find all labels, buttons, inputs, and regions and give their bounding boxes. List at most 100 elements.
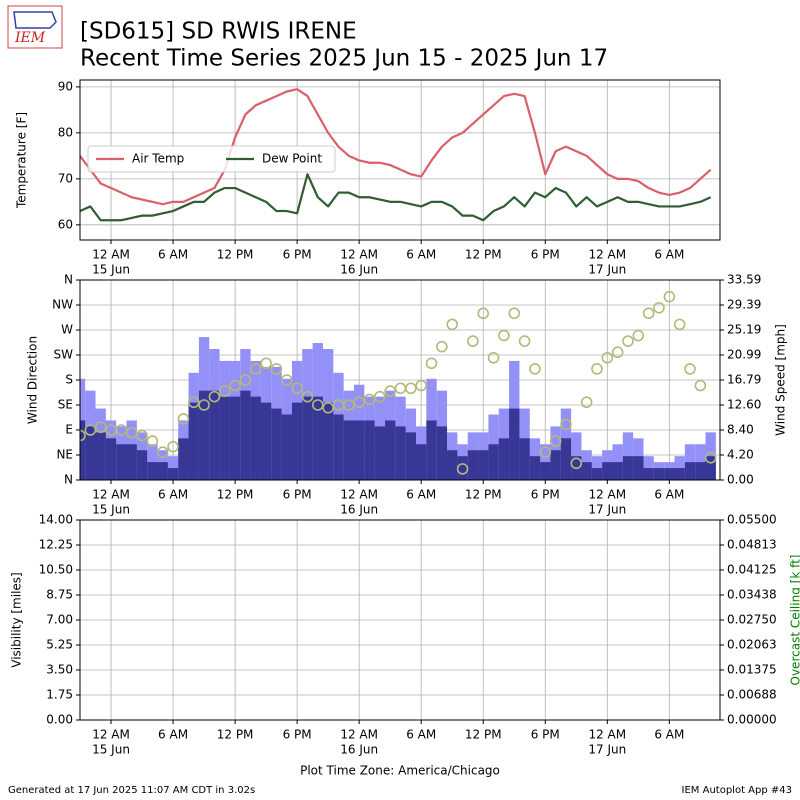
x-tick-label: 12 PM bbox=[217, 248, 254, 262]
x-tick-label: 6 AM bbox=[406, 728, 436, 742]
x-tick-label: 6 AM bbox=[158, 248, 188, 262]
x-tick-date: 15 Jun bbox=[92, 743, 130, 757]
bar bbox=[385, 420, 396, 480]
x-tick-label: 12 AM bbox=[588, 488, 626, 502]
direction-point bbox=[343, 399, 355, 411]
bar bbox=[447, 450, 458, 480]
y-tick-label: 70 bbox=[58, 171, 73, 185]
x-tick-label: 12 PM bbox=[465, 488, 502, 502]
bar bbox=[116, 444, 127, 480]
bar bbox=[229, 396, 241, 480]
x-tick-label: 6 PM bbox=[283, 488, 312, 502]
y2-tick-label: 0.03438 bbox=[727, 588, 777, 602]
y-tick-label: 8.75 bbox=[46, 588, 73, 602]
y2-tick-label: 12.60 bbox=[727, 398, 761, 412]
direction-point bbox=[456, 463, 469, 475]
x-tick-label: 12 AM bbox=[340, 728, 378, 742]
bar bbox=[416, 444, 427, 480]
y-tick-label: E bbox=[65, 423, 73, 437]
direction-point bbox=[529, 363, 541, 375]
x-tick-label: 6 AM bbox=[654, 728, 684, 742]
x-tick-label: 12 PM bbox=[217, 488, 254, 502]
y2-tick-label: 0.04813 bbox=[727, 538, 777, 552]
bar bbox=[705, 456, 716, 480]
footer-right: IEM Autoplot App #43 bbox=[682, 785, 792, 796]
y-tick-label: 14.00 bbox=[39, 513, 73, 527]
bar bbox=[291, 402, 303, 480]
direction-point bbox=[508, 307, 521, 320]
bar bbox=[509, 408, 520, 480]
bar bbox=[540, 462, 551, 480]
direction-point bbox=[136, 429, 148, 442]
x-tick-label: 6 PM bbox=[531, 728, 560, 742]
y2-tick-label: 0.05500 bbox=[727, 513, 777, 527]
direction-point bbox=[663, 290, 676, 303]
x-tick-label: 6 PM bbox=[531, 248, 560, 262]
x-tick-label: 6 PM bbox=[531, 488, 560, 502]
x-tick-date: 16 Jun bbox=[340, 743, 378, 757]
y-tick-label: 80 bbox=[58, 125, 73, 139]
bar bbox=[364, 420, 375, 480]
y-tick-label: 0.00 bbox=[46, 713, 73, 727]
x-tick-label: 6 AM bbox=[654, 248, 684, 262]
x-tick-label: 6 AM bbox=[654, 488, 684, 502]
x-tick-label: 12 AM bbox=[92, 248, 130, 262]
bar bbox=[653, 468, 665, 480]
y-tick-label: 90 bbox=[58, 79, 73, 93]
x-tick-label: 6 PM bbox=[283, 728, 312, 742]
y2-axis-label: Wind Speed [mph] bbox=[774, 324, 788, 436]
direction-point bbox=[487, 351, 500, 364]
direction-point bbox=[394, 382, 407, 395]
x-tick-label: 6 AM bbox=[158, 488, 188, 502]
direction-point bbox=[260, 357, 272, 370]
x-tick-label: 6 PM bbox=[283, 248, 312, 262]
y-tick-label: 10.50 bbox=[39, 563, 73, 577]
direction-point bbox=[549, 435, 562, 447]
bar bbox=[602, 462, 613, 480]
y-tick-label: SE bbox=[58, 398, 73, 412]
plot-area bbox=[80, 88, 712, 222]
direction-point bbox=[570, 457, 583, 470]
y-tick-label: N bbox=[64, 273, 73, 287]
x-tick-label: 12 AM bbox=[588, 248, 626, 262]
bar bbox=[643, 456, 654, 480]
y2-tick-label: 0.01375 bbox=[727, 663, 777, 677]
x-tick-date: 16 Jun bbox=[340, 503, 378, 517]
chart-subtitle: Recent Time Series 2025 Jun 15 - 2025 Ju… bbox=[80, 46, 608, 72]
direction-point bbox=[156, 446, 169, 459]
direction-point bbox=[425, 357, 438, 370]
direction-point bbox=[301, 390, 314, 403]
y-tick-label: SW bbox=[54, 348, 74, 362]
x-tick-label: 6 AM bbox=[406, 248, 436, 262]
direction-point bbox=[353, 396, 365, 409]
bar bbox=[219, 396, 230, 480]
logo-map bbox=[13, 11, 57, 29]
bar bbox=[674, 468, 685, 480]
y-axis-label: Temperature [F] bbox=[15, 112, 29, 209]
direction-point bbox=[405, 382, 417, 395]
direction-point bbox=[125, 426, 138, 439]
x-tick-date: 15 Jun bbox=[92, 263, 130, 277]
y-tick-label: NE bbox=[56, 448, 73, 462]
bar bbox=[281, 414, 292, 480]
legend-label: Dew Point bbox=[262, 152, 322, 166]
y-tick-label: NW bbox=[52, 298, 73, 312]
bar bbox=[209, 390, 220, 480]
direction-point bbox=[601, 351, 614, 364]
bar bbox=[322, 402, 334, 480]
direction-point bbox=[80, 429, 86, 442]
direction-point bbox=[467, 335, 479, 347]
direction-point bbox=[622, 335, 634, 347]
direction-point bbox=[684, 363, 696, 375]
series-line bbox=[80, 173, 712, 222]
bar bbox=[664, 468, 675, 480]
y2-tick-label: 33.59 bbox=[727, 273, 761, 287]
direction-point bbox=[446, 318, 459, 331]
bar bbox=[529, 456, 541, 480]
direction-point bbox=[498, 329, 510, 342]
y2-tick-label: 0.00688 bbox=[727, 688, 777, 702]
bar bbox=[684, 462, 696, 480]
